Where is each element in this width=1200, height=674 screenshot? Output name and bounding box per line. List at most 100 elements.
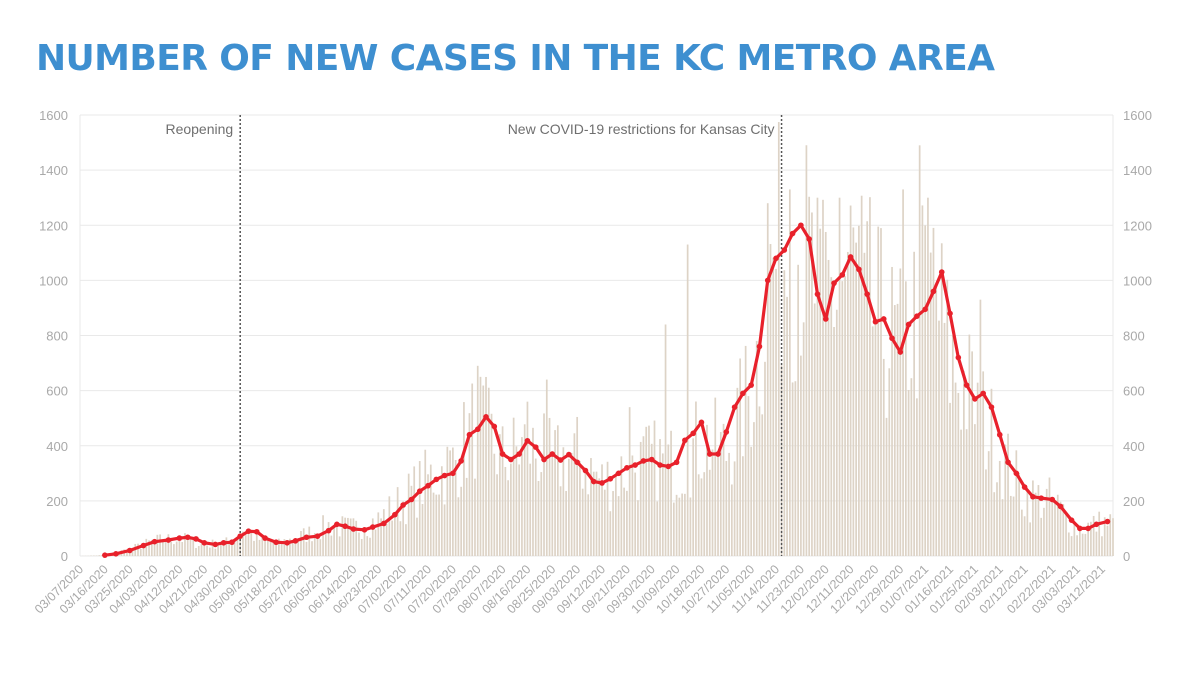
bar	[410, 485, 413, 556]
bar	[366, 536, 369, 556]
bar	[940, 243, 943, 556]
bar	[349, 518, 352, 556]
bar	[358, 532, 360, 556]
bar	[927, 197, 929, 556]
bar	[659, 439, 661, 556]
average-point	[184, 534, 191, 541]
bar	[695, 401, 697, 556]
y-axis-left: 0 200 400 600 800 1000 1200 1400 1600	[39, 108, 68, 564]
bar	[656, 501, 659, 556]
average-point	[450, 470, 456, 477]
bar	[225, 537, 228, 556]
bar	[681, 493, 683, 556]
bar	[150, 539, 153, 556]
bar	[526, 401, 529, 556]
y-tick-left: 1400	[39, 163, 68, 178]
bar	[938, 320, 940, 556]
bar	[725, 460, 728, 556]
average-point	[1013, 470, 1020, 477]
average-point	[748, 382, 754, 388]
bar	[639, 441, 642, 556]
bar	[692, 438, 695, 556]
bar	[664, 324, 667, 556]
bar	[537, 481, 540, 556]
bar	[316, 538, 319, 556]
y-tick-right: 1400	[1123, 163, 1152, 178]
average-point	[466, 431, 473, 438]
bar	[322, 515, 324, 556]
bar	[700, 478, 703, 556]
bar	[960, 429, 962, 556]
bar	[816, 197, 819, 556]
bar	[186, 539, 189, 556]
bar	[846, 251, 849, 557]
bar	[482, 385, 485, 556]
bar	[916, 398, 918, 556]
bar	[1015, 450, 1018, 556]
bar	[869, 197, 871, 556]
average-point	[532, 444, 539, 450]
bar	[308, 526, 311, 556]
bar	[813, 303, 816, 556]
bar	[650, 443, 653, 556]
bar	[336, 524, 338, 556]
bar	[1079, 525, 1081, 556]
bar	[407, 473, 410, 556]
bar	[951, 335, 954, 556]
average-point	[314, 533, 321, 539]
bar	[559, 486, 562, 556]
bar	[1076, 535, 1078, 556]
average-point	[229, 539, 235, 546]
bar	[1023, 516, 1026, 556]
bar	[891, 266, 893, 556]
bar	[775, 268, 777, 556]
average-point	[872, 318, 879, 325]
bar	[228, 542, 231, 556]
bar	[1087, 522, 1089, 556]
bar	[722, 423, 725, 556]
average-point	[798, 222, 804, 229]
average-point	[303, 534, 310, 541]
average-point	[1077, 525, 1083, 532]
bar	[175, 541, 178, 556]
average-point	[102, 552, 108, 558]
bar	[899, 268, 902, 556]
bar	[932, 227, 935, 556]
bar	[661, 453, 664, 556]
bar	[684, 493, 686, 556]
bar	[744, 345, 747, 556]
average-point	[822, 316, 829, 322]
average-point	[408, 496, 415, 503]
bar	[1004, 444, 1007, 556]
bar	[402, 501, 405, 556]
bar	[139, 549, 142, 556]
bar	[1007, 433, 1009, 556]
bar	[584, 469, 587, 556]
bar	[432, 492, 435, 556]
average-point	[847, 254, 854, 260]
bar	[452, 447, 454, 556]
average-point	[773, 255, 779, 262]
average-point	[1068, 517, 1075, 523]
y-tick-right: 1200	[1123, 218, 1152, 233]
bar	[1051, 498, 1054, 556]
bar	[882, 358, 885, 556]
bar	[197, 546, 200, 556]
bar	[697, 474, 700, 556]
average-point	[673, 459, 680, 466]
bar	[518, 464, 521, 556]
bar	[156, 534, 159, 556]
bar	[1048, 477, 1051, 556]
average-point	[400, 502, 406, 508]
bar	[247, 532, 250, 556]
average-point	[880, 316, 887, 322]
average-point	[508, 456, 514, 463]
average-point	[425, 482, 431, 489]
bar	[548, 417, 551, 556]
bar	[1070, 536, 1073, 556]
bar	[363, 531, 366, 556]
bar	[786, 296, 788, 556]
average-point	[698, 419, 705, 426]
average-point	[541, 456, 547, 463]
bar	[338, 536, 341, 556]
